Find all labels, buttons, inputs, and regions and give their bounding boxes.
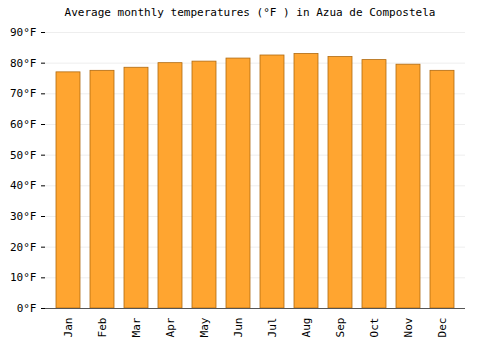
html-text:Average monthly temperatures (: Average monthly temperatures (°F ) in Az… bbox=[64, 6, 436, 19]
svg-text:90°F: 90°F bbox=[10, 26, 37, 39]
svg-text:Feb: Feb bbox=[96, 318, 109, 338]
svg-text:Jul: Jul bbox=[266, 318, 279, 338]
svg-text:Oct: Oct bbox=[368, 318, 381, 338]
svg-text:Jun: Jun bbox=[232, 318, 245, 338]
svg-text:20°F: 20°F bbox=[10, 241, 37, 254]
svg-text:May: May bbox=[198, 317, 211, 337]
svg-text:Mar: Mar bbox=[130, 317, 143, 337]
svg-text:Jan: Jan bbox=[62, 318, 75, 338]
svg-text:80°F: 80°F bbox=[10, 57, 37, 70]
svg-text:30°F: 30°F bbox=[10, 210, 37, 223]
svg-text:40°F: 40°F bbox=[10, 179, 37, 192]
svg-text:Sep: Sep bbox=[334, 318, 347, 338]
svg-text:50°F: 50°F bbox=[10, 149, 37, 162]
svg-text:60°F: 60°F bbox=[10, 118, 37, 131]
svg-text:0°F: 0°F bbox=[17, 302, 37, 315]
svg-text:Aug: Aug bbox=[300, 318, 313, 338]
svg-text:Apr: Apr bbox=[164, 317, 177, 337]
svg-text:Nov: Nov bbox=[402, 317, 415, 337]
svg-text:70°F: 70°F bbox=[10, 87, 37, 100]
svg-text:Dec: Dec bbox=[436, 318, 449, 338]
svg-text:10°F: 10°F bbox=[10, 271, 37, 284]
